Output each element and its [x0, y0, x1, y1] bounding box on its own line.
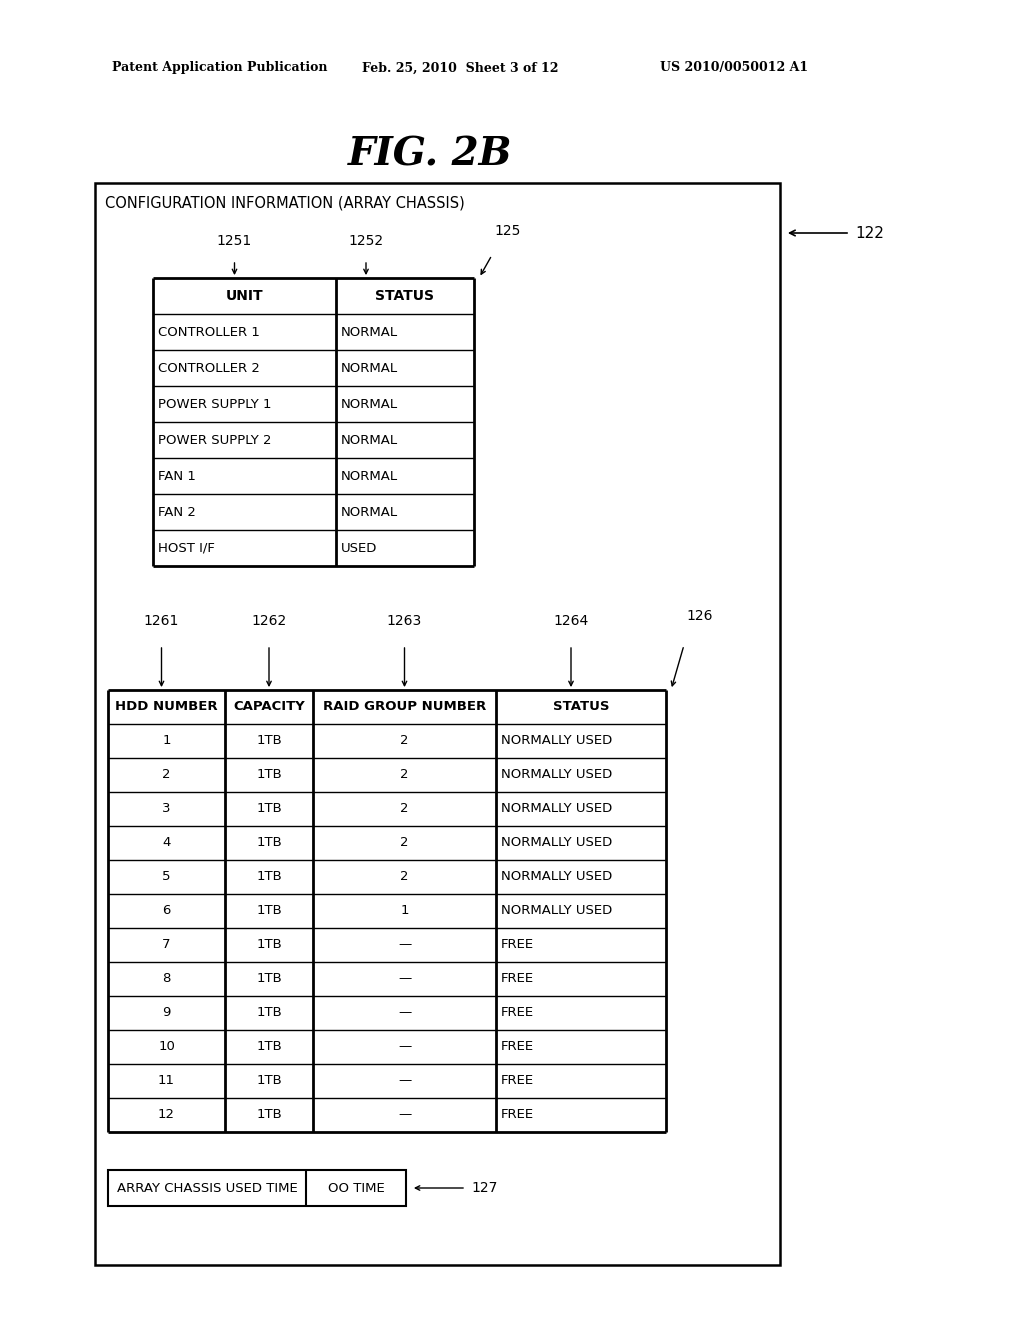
Text: NORMALLY USED: NORMALLY USED: [501, 803, 612, 816]
Text: 1TB: 1TB: [256, 1109, 282, 1122]
Text: 2: 2: [400, 768, 409, 781]
Text: FREE: FREE: [501, 1109, 535, 1122]
Text: 1TB: 1TB: [256, 1006, 282, 1019]
Text: CONFIGURATION INFORMATION (ARRAY CHASSIS): CONFIGURATION INFORMATION (ARRAY CHASSIS…: [105, 195, 465, 210]
Text: 1: 1: [162, 734, 171, 747]
Text: NORMALLY USED: NORMALLY USED: [501, 837, 612, 850]
Text: 2: 2: [400, 734, 409, 747]
Text: 122: 122: [855, 226, 884, 240]
Text: NORMALLY USED: NORMALLY USED: [501, 734, 612, 747]
Text: —: —: [398, 1040, 411, 1053]
Text: 1251: 1251: [217, 234, 252, 248]
Text: 12: 12: [158, 1109, 175, 1122]
Text: US 2010/0050012 A1: US 2010/0050012 A1: [660, 62, 808, 74]
Text: Patent Application Publication: Patent Application Publication: [112, 62, 328, 74]
Text: STATUS: STATUS: [553, 701, 609, 714]
Bar: [95, 183, 780, 1265]
Text: 1264: 1264: [553, 614, 589, 628]
Text: 5: 5: [162, 870, 171, 883]
Text: 125: 125: [494, 224, 520, 238]
Text: 7: 7: [162, 939, 171, 952]
Text: RAID GROUP NUMBER: RAID GROUP NUMBER: [323, 701, 486, 714]
Text: 1252: 1252: [348, 234, 384, 248]
Text: CAPACITY: CAPACITY: [233, 701, 305, 714]
Text: NORMAL: NORMAL: [341, 397, 398, 411]
Text: —: —: [398, 1109, 411, 1122]
Text: 1TB: 1TB: [256, 803, 282, 816]
Text: 1: 1: [400, 904, 409, 917]
Text: 1TB: 1TB: [256, 1074, 282, 1088]
Text: FREE: FREE: [501, 973, 535, 986]
Text: NORMALLY USED: NORMALLY USED: [501, 904, 612, 917]
Text: 1261: 1261: [143, 614, 179, 628]
Text: 2: 2: [400, 803, 409, 816]
Text: FAN 1: FAN 1: [158, 470, 196, 483]
Text: POWER SUPPLY 2: POWER SUPPLY 2: [158, 433, 271, 446]
Text: 1TB: 1TB: [256, 768, 282, 781]
Text: 8: 8: [163, 973, 171, 986]
Text: 1TB: 1TB: [256, 939, 282, 952]
Text: 1TB: 1TB: [256, 904, 282, 917]
Text: NORMAL: NORMAL: [341, 470, 398, 483]
Text: OO TIME: OO TIME: [328, 1181, 384, 1195]
Text: POWER SUPPLY 1: POWER SUPPLY 1: [158, 397, 271, 411]
Text: 1263: 1263: [387, 614, 422, 628]
Text: 9: 9: [163, 1006, 171, 1019]
Text: CONTROLLER 2: CONTROLLER 2: [158, 362, 260, 375]
Text: 127: 127: [471, 1181, 498, 1195]
Text: NORMALLY USED: NORMALLY USED: [501, 768, 612, 781]
Text: —: —: [398, 939, 411, 952]
Text: NORMAL: NORMAL: [341, 326, 398, 338]
Text: HDD NUMBER: HDD NUMBER: [115, 701, 218, 714]
Text: 1TB: 1TB: [256, 1040, 282, 1053]
Text: 1262: 1262: [251, 614, 287, 628]
Text: FREE: FREE: [501, 1074, 535, 1088]
Text: 4: 4: [163, 837, 171, 850]
Text: ARRAY CHASSIS USED TIME: ARRAY CHASSIS USED TIME: [117, 1181, 297, 1195]
Text: 1TB: 1TB: [256, 870, 282, 883]
Text: 1TB: 1TB: [256, 837, 282, 850]
Text: NORMAL: NORMAL: [341, 506, 398, 519]
Text: UNIT: UNIT: [225, 289, 263, 304]
Bar: [108, 1170, 406, 1206]
Text: FREE: FREE: [501, 1006, 535, 1019]
Text: FIG. 2B: FIG. 2B: [348, 136, 512, 174]
Text: FREE: FREE: [501, 939, 535, 952]
Text: 1TB: 1TB: [256, 973, 282, 986]
Text: NORMALLY USED: NORMALLY USED: [501, 870, 612, 883]
Text: 10: 10: [158, 1040, 175, 1053]
Text: 2: 2: [400, 870, 409, 883]
Text: 1TB: 1TB: [256, 734, 282, 747]
Text: 6: 6: [163, 904, 171, 917]
Text: 3: 3: [162, 803, 171, 816]
Text: 126: 126: [686, 609, 713, 623]
Text: Feb. 25, 2010  Sheet 3 of 12: Feb. 25, 2010 Sheet 3 of 12: [362, 62, 558, 74]
Text: —: —: [398, 973, 411, 986]
Text: —: —: [398, 1074, 411, 1088]
Text: 2: 2: [162, 768, 171, 781]
Text: CONTROLLER 1: CONTROLLER 1: [158, 326, 260, 338]
Text: 11: 11: [158, 1074, 175, 1088]
Text: NORMAL: NORMAL: [341, 433, 398, 446]
Text: STATUS: STATUS: [376, 289, 434, 304]
Text: —: —: [398, 1006, 411, 1019]
Text: 2: 2: [400, 837, 409, 850]
Text: HOST I/F: HOST I/F: [158, 541, 215, 554]
Text: FREE: FREE: [501, 1040, 535, 1053]
Text: USED: USED: [341, 541, 378, 554]
Text: FAN 2: FAN 2: [158, 506, 196, 519]
Text: NORMAL: NORMAL: [341, 362, 398, 375]
